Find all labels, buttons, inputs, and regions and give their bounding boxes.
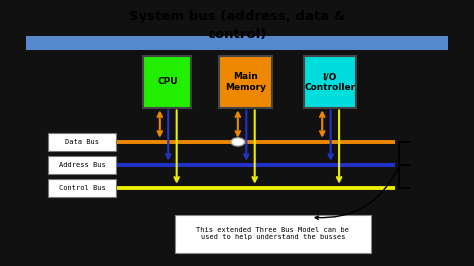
FancyArrowPatch shape [315, 167, 398, 219]
Text: Main
Memory: Main Memory [225, 72, 266, 92]
Text: Data Bus: Data Bus [65, 139, 99, 145]
Text: Address Bus: Address Bus [59, 162, 105, 168]
FancyBboxPatch shape [48, 133, 116, 151]
Bar [26, 36, 448, 50]
FancyBboxPatch shape [304, 56, 356, 108]
Text: I/O
Controller: I/O Controller [304, 72, 356, 92]
Text: Control Bus: Control Bus [59, 185, 105, 191]
Text: CPU: CPU [157, 77, 178, 86]
FancyBboxPatch shape [174, 215, 371, 252]
FancyBboxPatch shape [219, 56, 272, 108]
Text: System bus (address, data &: System bus (address, data & [129, 10, 345, 23]
Text: This extended Three Bus Model can be
used to help understand the busses: This extended Three Bus Model can be use… [196, 227, 349, 240]
FancyBboxPatch shape [48, 179, 116, 197]
Text: control): control) [207, 28, 267, 41]
Circle shape [231, 138, 245, 146]
FancyBboxPatch shape [48, 156, 116, 174]
FancyBboxPatch shape [143, 56, 191, 108]
